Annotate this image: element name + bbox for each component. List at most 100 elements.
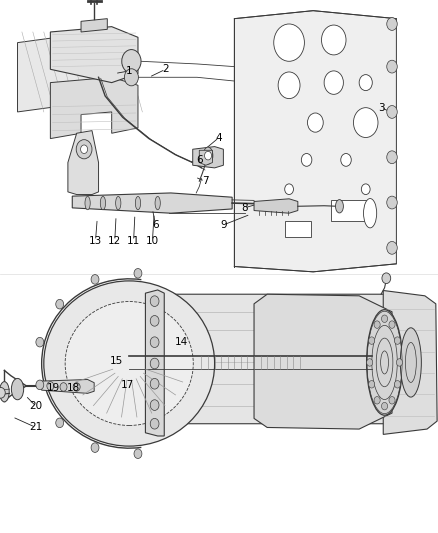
Circle shape [47,382,54,390]
Polygon shape [68,131,99,195]
Circle shape [324,71,343,94]
Circle shape [369,381,375,388]
Circle shape [359,75,372,91]
Circle shape [150,400,159,410]
Circle shape [394,381,400,388]
Circle shape [91,274,99,284]
Text: 13: 13 [89,236,102,246]
Text: 19: 19 [47,383,60,393]
Circle shape [134,269,142,278]
Circle shape [387,151,397,164]
FancyBboxPatch shape [331,200,370,221]
Text: 17: 17 [120,380,134,390]
Ellipse shape [155,196,160,209]
Polygon shape [72,193,232,213]
Text: 7: 7 [201,176,208,186]
Circle shape [81,145,88,154]
Text: 9: 9 [220,220,227,230]
Polygon shape [50,27,138,83]
Ellipse shape [203,147,213,164]
Polygon shape [193,147,223,168]
Polygon shape [50,77,138,139]
Circle shape [91,443,99,453]
Text: 2: 2 [162,64,169,74]
Circle shape [150,418,159,429]
Circle shape [387,241,397,254]
Polygon shape [42,379,94,393]
Circle shape [307,113,323,132]
Text: 12: 12 [108,236,121,246]
Circle shape [301,154,312,166]
Circle shape [134,449,142,458]
Circle shape [150,316,159,326]
Circle shape [36,337,44,347]
Circle shape [389,397,395,404]
Text: 14: 14 [175,337,188,347]
Text: 1: 1 [126,66,133,76]
Circle shape [361,184,370,195]
Circle shape [56,300,64,309]
Ellipse shape [116,196,121,209]
Text: 20: 20 [29,401,42,411]
Circle shape [387,106,397,118]
Ellipse shape [336,199,343,213]
Text: 15: 15 [110,357,123,366]
Ellipse shape [0,382,9,402]
Circle shape [36,380,44,390]
Text: 4: 4 [215,133,223,142]
FancyBboxPatch shape [285,221,311,237]
Circle shape [278,72,300,99]
Circle shape [341,154,351,166]
Circle shape [150,378,159,389]
Circle shape [285,184,293,195]
Circle shape [387,60,397,73]
Ellipse shape [100,196,106,209]
Circle shape [124,69,138,86]
Circle shape [382,273,391,284]
Polygon shape [138,294,392,424]
Circle shape [369,337,375,344]
Ellipse shape [364,198,377,228]
Circle shape [374,321,380,328]
Polygon shape [199,150,212,165]
Text: 3: 3 [378,103,385,112]
Text: 18: 18 [67,383,80,393]
Polygon shape [254,199,298,213]
Circle shape [396,359,403,366]
Polygon shape [145,290,164,436]
Text: 8: 8 [241,203,248,213]
Ellipse shape [135,196,141,209]
Circle shape [274,24,304,61]
Polygon shape [383,290,437,434]
Polygon shape [234,11,396,272]
Text: 6: 6 [196,155,203,165]
Circle shape [394,337,400,344]
Text: 6: 6 [152,220,159,230]
Circle shape [387,196,397,209]
Circle shape [73,383,80,391]
Circle shape [150,358,159,369]
Ellipse shape [65,302,193,425]
Polygon shape [254,294,392,429]
Ellipse shape [11,378,24,400]
Text: 10: 10 [146,236,159,246]
Ellipse shape [44,281,215,446]
Circle shape [321,25,346,55]
Circle shape [0,387,5,398]
Circle shape [150,337,159,348]
Circle shape [387,18,397,30]
Ellipse shape [400,328,421,397]
Circle shape [367,359,373,366]
Polygon shape [18,32,131,112]
Text: 21: 21 [29,423,42,432]
Circle shape [353,108,378,138]
Circle shape [381,402,388,410]
Polygon shape [81,19,107,32]
Circle shape [122,50,141,73]
Circle shape [76,140,92,159]
Circle shape [60,383,67,391]
Ellipse shape [85,196,90,209]
Text: 11: 11 [127,236,140,246]
Circle shape [205,151,212,160]
Circle shape [150,296,159,306]
